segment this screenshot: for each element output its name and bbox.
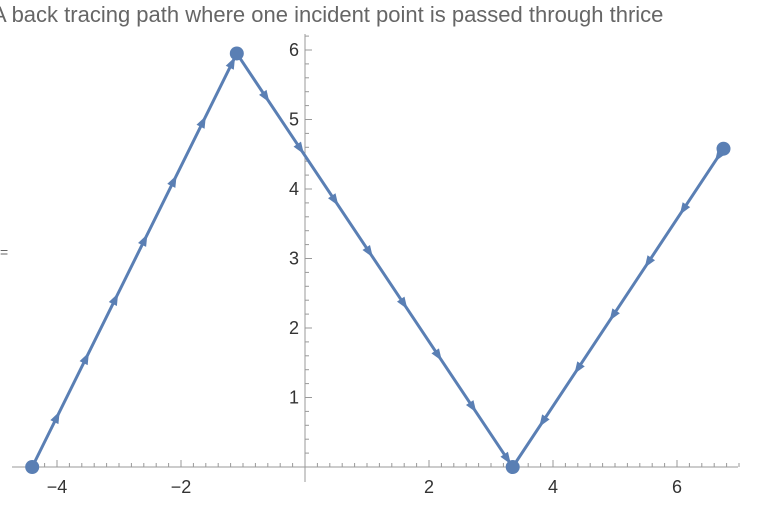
path-point [25, 460, 40, 474]
direction-arrow [574, 361, 585, 374]
direction-arrow [79, 352, 89, 366]
x-tick-label: −4 [47, 477, 68, 497]
y-tick-label: 5 [289, 110, 299, 130]
chart-title: A back tracing path where one incident p… [0, 2, 664, 27]
direction-arrow [362, 244, 373, 258]
y-tick-label: 3 [289, 249, 299, 269]
path-point [505, 460, 520, 474]
direction-arrow [138, 234, 148, 247]
left-edge-mark: = [0, 244, 9, 260]
direction-arrow [431, 348, 442, 361]
y-tick-label: 6 [289, 40, 299, 60]
direction-arrow [50, 411, 60, 425]
x-tick-label: 2 [424, 477, 434, 497]
x-tick-label: −2 [171, 477, 192, 497]
x-tick-label: 6 [672, 477, 682, 497]
axes: −4 −2 2 4 6 1 2 3 4 5 6 [12, 34, 740, 497]
direction-arrow [500, 451, 511, 465]
direction-arrow [644, 255, 656, 268]
y-tick-label: 4 [289, 179, 299, 199]
path-segment [511, 147, 725, 469]
path-point [716, 141, 731, 156]
path-point [229, 46, 244, 61]
direction-arrow [328, 193, 339, 206]
x-tick-label: 4 [548, 477, 558, 497]
path-segment [30, 51, 239, 469]
direction-arrow [167, 175, 177, 188]
path-segment [235, 51, 515, 469]
direction-arrow [679, 202, 691, 215]
direction-arrow [396, 296, 408, 310]
direction-arrow [293, 141, 304, 155]
direction-arrow [225, 56, 236, 70]
y-tick-label: 1 [289, 388, 299, 408]
direction-arrow [108, 293, 119, 307]
y-tick-label: 2 [289, 318, 299, 338]
direction-arrow [539, 414, 550, 427]
direction-arrow [196, 116, 206, 129]
direction-arrow [259, 89, 270, 103]
path-series [25, 46, 731, 474]
direction-arrow [609, 308, 620, 321]
direction-arrow [465, 400, 477, 413]
